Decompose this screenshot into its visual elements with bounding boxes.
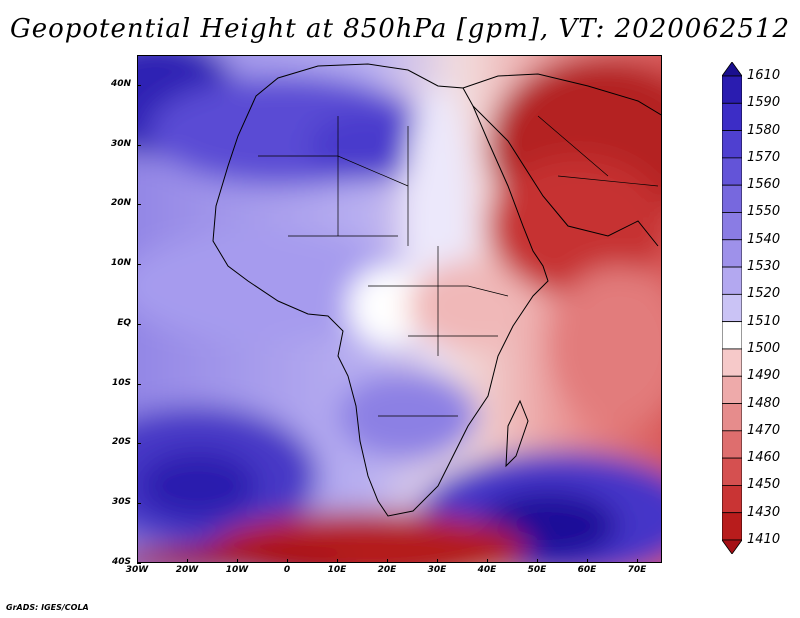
lon-label: 20E (377, 565, 397, 575)
lon-label: 10W (225, 565, 249, 575)
lat-tick (137, 84, 141, 86)
lon-label: 30W (125, 565, 149, 575)
lat-label: 20N (110, 198, 131, 209)
colorbar-level-label: 1500 (747, 340, 781, 356)
colorbar-level-label: 1530 (747, 259, 781, 275)
colorbar-level-label: 1570 (747, 149, 781, 165)
lon-tick (187, 559, 188, 563)
lon-tick (137, 559, 138, 563)
colorbar-swatch (721, 157, 743, 186)
lon-tick (237, 559, 238, 563)
colorbar-swatch (721, 266, 743, 295)
height-field (138, 56, 661, 562)
colorbar-level-label: 1540 (747, 231, 781, 247)
colorbar-swatch (721, 102, 743, 131)
lat-tick (137, 383, 141, 385)
colorbar-swatches (721, 61, 743, 555)
colorbar-swatch (721, 239, 743, 268)
colorbar-level-label: 1580 (747, 122, 781, 138)
lon-tick (337, 559, 338, 563)
lat-tick (137, 144, 141, 146)
map-title: Geopotential Height at 850hPa [gpm], VT:… (9, 14, 791, 44)
colorbar-swatch (721, 212, 743, 241)
lon-tick (437, 559, 438, 563)
lon-tick (487, 559, 488, 563)
lat-tick (137, 323, 141, 325)
colorbar-swatch (721, 321, 743, 350)
colorbar-swatch (721, 75, 743, 104)
lon-tick (587, 559, 588, 563)
colorbar-level-label: 1450 (747, 477, 781, 493)
colorbar-level-label: 1610 (747, 68, 781, 83)
colorbar-level-label: 1590 (747, 95, 781, 111)
lat-tick (137, 503, 141, 505)
colorbar-swatch (721, 485, 743, 514)
colorbar-level-label: 1460 (747, 450, 781, 466)
lat-label: 30S (111, 497, 131, 508)
colorbar-swatch (721, 130, 743, 159)
colorbar-level-label: 1430 (747, 504, 781, 520)
colorbar-swatch (721, 184, 743, 213)
lon-label: 30E (427, 565, 447, 575)
colorbar-level-label: 1520 (747, 286, 781, 302)
lat-label: 30N (110, 138, 131, 149)
colorbar-swatch (721, 293, 743, 323)
lat-tick (137, 204, 141, 206)
colorbar-top-arrow (721, 61, 743, 77)
colorbar-level-label: 1470 (747, 422, 781, 438)
colorbar-swatch (721, 348, 743, 377)
lon-label: 10E (327, 565, 347, 575)
lon-label: 60E (577, 565, 597, 575)
country-borders (258, 115, 659, 417)
lat-tick (137, 563, 141, 564)
colorbar-swatch (721, 430, 743, 459)
lat-label: 40S (111, 557, 131, 567)
colorbar (721, 61, 743, 555)
lon-label: 40E (477, 565, 497, 575)
lon-label: 20W (175, 565, 199, 575)
colorbar-level-label: 1550 (747, 204, 781, 220)
colorbar-bottom-arrow (721, 539, 743, 555)
lat-tick (137, 443, 141, 445)
map-panel (137, 55, 662, 563)
coastlines (212, 63, 661, 517)
colorbar-level-label: 1490 (747, 368, 781, 384)
lat-label: 20S (111, 437, 131, 448)
colorbar-swatch (721, 403, 743, 432)
colorbar-level-label: 1480 (747, 395, 781, 411)
geopotential-height-map (138, 56, 661, 562)
lat-label: 10S (111, 377, 131, 388)
colorbar-swatch (721, 375, 743, 404)
lon-label: 50E (527, 565, 547, 575)
lon-tick (287, 559, 288, 563)
lon-tick (537, 559, 538, 563)
lon-label: 70E (627, 565, 647, 575)
lon-label: 0 (283, 565, 291, 575)
lon-tick (387, 559, 388, 563)
colorbar-level-label: 1410 (747, 532, 781, 547)
colorbar-swatch (721, 457, 743, 486)
credit-text: GrADS: IGES/COLA (6, 603, 89, 612)
colorbar-level-label: 1560 (747, 177, 781, 193)
lon-tick (637, 559, 638, 563)
lat-tick (137, 264, 141, 266)
lat-label: EQ (117, 317, 131, 328)
lat-label: 40N (110, 78, 131, 89)
lat-label: 10N (110, 258, 131, 269)
colorbar-level-label: 1510 (747, 313, 781, 329)
colorbar-swatch (721, 512, 743, 541)
